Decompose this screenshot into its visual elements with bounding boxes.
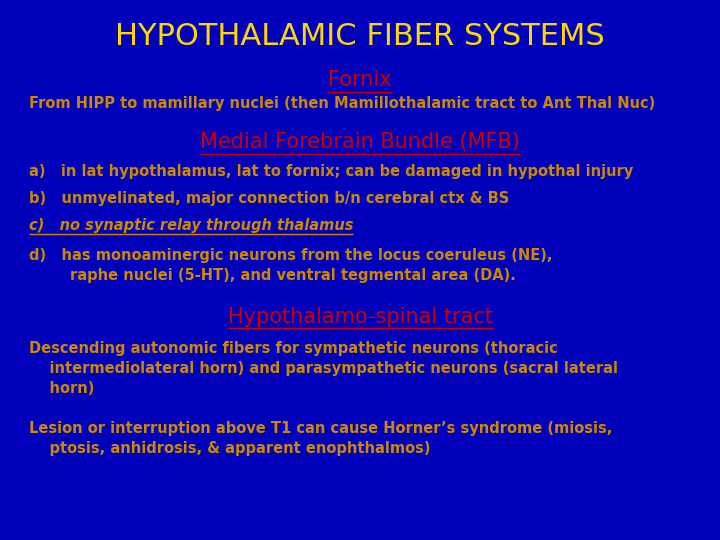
Text: Lesion or interruption above T1 can cause Horner’s syndrome (miosis,
    ptosis,: Lesion or interruption above T1 can caus… [29,421,612,456]
Text: a)   in lat hypothalamus, lat to fornix; can be damaged in hypothal injury: a) in lat hypothalamus, lat to fornix; c… [29,164,633,179]
Text: Fornix: Fornix [328,70,392,90]
Text: Hypothalamo-spinal tract: Hypothalamo-spinal tract [228,307,492,327]
Text: From HIPP to mamillary nuclei (then Mamillothalamic tract to Ant Thal Nuc): From HIPP to mamillary nuclei (then Mami… [29,96,655,111]
Text: b)   unmyelinated, major connection b/n cerebral ctx & BS: b) unmyelinated, major connection b/n ce… [29,191,509,206]
Text: Descending autonomic fibers for sympathetic neurons (thoracic
    intermediolate: Descending autonomic fibers for sympathe… [29,341,618,396]
Text: HYPOTHALAMIC FIBER SYSTEMS: HYPOTHALAMIC FIBER SYSTEMS [115,22,605,51]
Text: Medial Forebrain Bundle (MFB): Medial Forebrain Bundle (MFB) [200,132,520,152]
Text: c)   no synaptic relay through thalamus: c) no synaptic relay through thalamus [29,218,354,233]
Text: d)   has monoaminergic neurons from the locus coeruleus (NE),
        raphe nucl: d) has monoaminergic neurons from the lo… [29,248,552,283]
